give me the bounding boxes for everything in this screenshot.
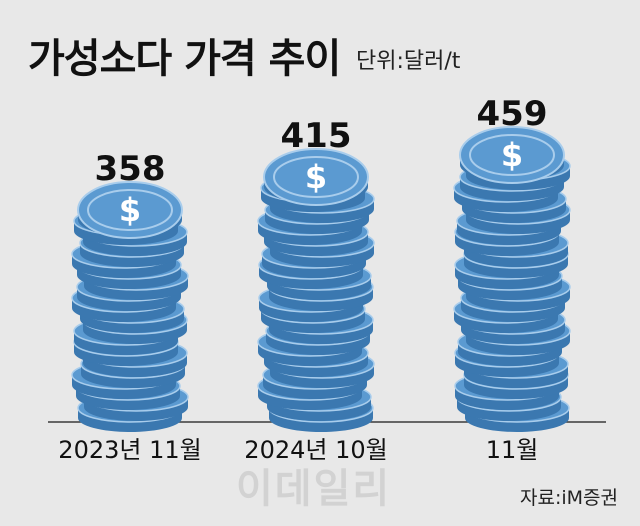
svg-text:$: $ [119,191,141,229]
category-label: 2024년 10월 [244,436,387,464]
watermark: 이데일리 [236,466,392,512]
svg-text:$: $ [305,158,327,196]
bar-1: $ [71,181,189,432]
bar-2: $ [257,148,375,432]
dollar-coin-icon: $ [459,126,565,184]
dollar-coin-icon: $ [263,148,369,206]
category-label: 11월 [486,436,539,464]
source-note: 자료:iM증권 [520,487,618,509]
svg-text:$: $ [501,136,523,174]
category-label: 2023년 11월 [58,436,201,464]
value-label: 415 [281,116,352,156]
unit-label: 단위:달러/t [356,49,461,74]
bar-3: $ [453,126,571,432]
dollar-coin-icon: $ [77,181,183,239]
value-label: 459 [477,94,548,134]
value-label: 358 [95,149,166,189]
chart-title: 가성소다 가격 추이 [28,36,341,82]
